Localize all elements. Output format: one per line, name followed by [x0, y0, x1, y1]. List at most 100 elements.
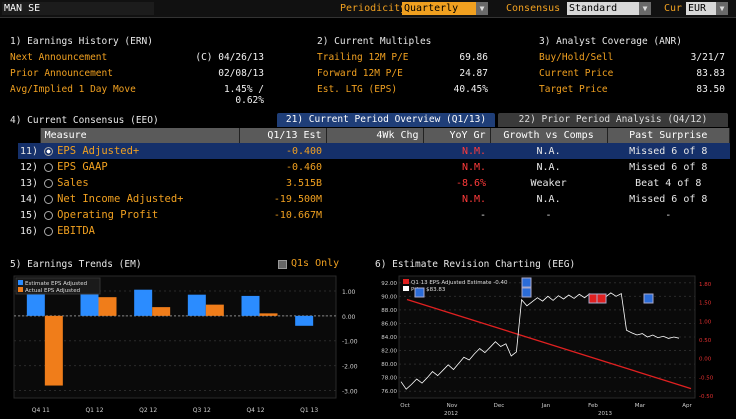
- est-ltg-label[interactable]: Est. LTG (EPS): [317, 84, 398, 95]
- legend-swatch-estimate: [403, 279, 409, 284]
- x-tick-label: Feb: [588, 403, 598, 409]
- bar-estimate: [241, 295, 260, 316]
- measure-cell[interactable]: Net Income Adjusted+: [40, 191, 239, 207]
- consensus-select[interactable]: Standard ▼: [567, 2, 651, 15]
- surprise-cell: [607, 223, 729, 239]
- measure-cell[interactable]: EPS Adjusted+: [40, 143, 240, 159]
- x-tick-label: Jan: [541, 403, 551, 409]
- measure-label: Operating Profit: [57, 209, 159, 221]
- y-tick-label: -1.00: [342, 339, 358, 346]
- y-right-tick-label: 1.00: [699, 319, 712, 325]
- table-row[interactable]: 16) EBITDA: [18, 223, 730, 239]
- y-left-tick-label: 82.00: [381, 349, 397, 355]
- radio-button[interactable]: [44, 146, 54, 156]
- plot-area: [13, 275, 337, 399]
- chevron-down-icon: ▼: [716, 2, 728, 15]
- est-cell: -0.460: [285, 161, 323, 173]
- table-row[interactable]: 12) EPS GAAP -0.460 N.M. N.A. Missed 6 o…: [18, 159, 730, 175]
- legend-label-actual: Actual EPS Adjusted: [25, 288, 80, 294]
- chg-cell: [326, 143, 424, 159]
- target-price-value: 83.50: [696, 84, 725, 95]
- x-tick-label: Nov: [447, 403, 458, 409]
- legend-label-estimate: Estimate EPS Adjusted: [25, 281, 87, 287]
- x-year-label: 2013: [598, 411, 612, 417]
- buy-hold-sell-value: 3/21/7: [690, 52, 725, 63]
- row-number: 11): [18, 143, 41, 159]
- currency-select[interactable]: EUR ▼: [686, 2, 728, 15]
- y-tick-label: 1.00: [342, 289, 356, 296]
- col-measure[interactable]: Measure: [40, 128, 240, 143]
- forward-pe-label[interactable]: Forward 12M P/E: [317, 68, 403, 79]
- periodicity-select[interactable]: Quarterly ▼: [402, 2, 488, 15]
- ticker-field[interactable]: MAN SE: [2, 2, 154, 15]
- growth-cell: N.A.: [536, 193, 561, 205]
- radio-button[interactable]: [44, 194, 54, 204]
- table-row[interactable]: 11) EPS Adjusted+ -0.400 N.M. N.A. Misse…: [18, 143, 730, 159]
- measure-cell[interactable]: EBITDA: [40, 223, 239, 239]
- row-number: 16): [20, 225, 39, 237]
- chg-cell: [326, 159, 423, 175]
- buy-hold-sell-label[interactable]: Buy/Hold/Sell: [539, 52, 614, 63]
- estimate-revision-chart: 92.00 90.00 88.00 86.00 84.00 82.00 80.00 78.00…: [381, 275, 714, 417]
- x-tick-label: Apr: [682, 403, 692, 409]
- col-surprise[interactable]: Past Surprise: [607, 128, 731, 143]
- col-est[interactable]: Q1/13 Est: [239, 128, 327, 143]
- y-left-tick-label: 86.00: [381, 321, 397, 327]
- measure-cell[interactable]: Operating Profit: [40, 207, 239, 223]
- bar-estimate: [134, 289, 153, 316]
- table-row[interactable]: 13) Sales 3.515B -8.6% Weaker Beat 4 of …: [18, 175, 730, 191]
- measure-cell[interactable]: Sales: [40, 175, 239, 191]
- radio-button[interactable]: [44, 210, 54, 220]
- earnings-history-title: 1) Earnings History (ERN): [10, 36, 153, 47]
- trailing-pe-label[interactable]: Trailing 12M P/E: [317, 52, 409, 63]
- chg-cell: [326, 175, 423, 191]
- q1s-only-checkbox[interactable]: [278, 260, 287, 269]
- y-left-tick-label: 88.00: [381, 308, 397, 314]
- est-cell: [239, 223, 326, 239]
- current-multiples-title: 2) Current Multiples: [317, 36, 432, 47]
- chevron-down-icon: ▼: [639, 2, 651, 15]
- table-row[interactable]: 15) Operating Profit -10.667M - - -: [18, 207, 730, 223]
- radio-button[interactable]: [44, 178, 54, 188]
- bar-estimate: [187, 294, 206, 316]
- target-price-label[interactable]: Target Price: [539, 84, 608, 95]
- col-growth[interactable]: Growth vs Comps: [490, 128, 608, 143]
- col-yoy[interactable]: YoY Gr: [423, 128, 491, 143]
- current-price-label[interactable]: Current Price: [539, 68, 614, 79]
- next-announcement-label[interactable]: Next Announcement: [10, 52, 108, 63]
- surprise-cell: Missed 6 of 8: [607, 143, 730, 159]
- legend-box: [15, 277, 101, 295]
- currency-label: Cur: [664, 3, 683, 14]
- tab-prior-period[interactable]: 22) Prior Period Analysis (Q4/12): [498, 113, 728, 127]
- x-tick-label: Q4 11: [32, 407, 50, 414]
- y-left-tick-label: 78.00: [381, 376, 397, 382]
- bar-actual: [152, 307, 171, 316]
- col-4wk-chg[interactable]: 4Wk Chg: [326, 128, 424, 143]
- radio-button[interactable]: [44, 226, 54, 236]
- currency-value: EUR: [688, 3, 707, 14]
- y-left-tick-label: 92.00: [381, 281, 397, 287]
- chg-cell: [326, 191, 423, 207]
- yoy-cell: -: [480, 209, 487, 221]
- periodicity-label: Periodicity: [340, 3, 407, 14]
- prior-announcement-label[interactable]: Prior Announcement: [10, 68, 113, 79]
- radio-button[interactable]: [44, 162, 54, 172]
- surprise-cell: Missed 6 of 8: [629, 193, 708, 205]
- measure-label: Sales: [57, 177, 89, 189]
- x-year-label: 2012: [444, 411, 458, 417]
- y-right-tick-label: 1.50: [699, 301, 712, 307]
- q1s-only-label[interactable]: Q1s Only: [291, 258, 340, 269]
- legend-label-estimate: Q1 13 EPS Adjusted Estimate -0.40: [411, 280, 508, 286]
- bar-actual: [98, 297, 117, 316]
- avg-move-label[interactable]: Avg/Implied 1 Day Move: [10, 84, 136, 95]
- table-row[interactable]: 14) Net Income Adjusted+ -19.500M N.M. N…: [18, 191, 730, 207]
- measure-cell[interactable]: EPS GAAP: [40, 159, 239, 175]
- surprise-cell: -: [665, 209, 672, 221]
- legend-swatch-estimate: [18, 280, 23, 285]
- tab-current-period[interactable]: 21) Current Period Overview (Q1/13): [277, 113, 495, 127]
- legend-swatch-price: [403, 286, 409, 291]
- bar-actual: [44, 315, 63, 386]
- growth-cell: N.A.: [536, 161, 561, 173]
- event-marker: [521, 277, 532, 288]
- measure-label: EPS Adjusted+: [57, 145, 140, 157]
